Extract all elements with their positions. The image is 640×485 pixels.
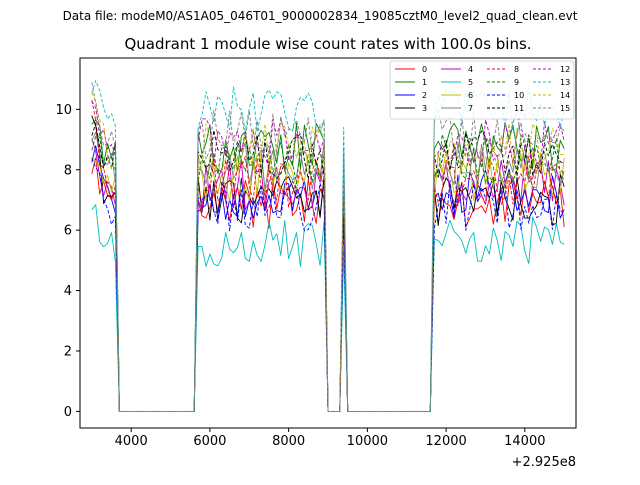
legend-box <box>389 60 575 120</box>
x-tick-label: 14000 <box>504 434 545 449</box>
legend-label: 1 <box>422 78 427 87</box>
y-tick-label: 0 <box>64 405 72 420</box>
legend-label: 14 <box>560 91 570 100</box>
legend-label: 13 <box>560 78 570 87</box>
x-tick-label: 4000 <box>115 434 148 449</box>
x-axis: 4000 6000 8000 10000 12000 14000 <box>115 428 546 449</box>
y-tick-label: 6 <box>64 224 72 239</box>
x-tick-label: 8000 <box>272 434 305 449</box>
axes-frame <box>79 57 577 429</box>
legend-label: 8 <box>514 65 519 74</box>
y-tick-label: 4 <box>64 284 72 299</box>
chart-title: Quadrant 1 module wise count rates with … <box>124 35 531 53</box>
x-tick-label: 10000 <box>347 434 388 449</box>
legend-label: 7 <box>468 104 473 113</box>
x-tick-label: 12000 <box>425 434 466 449</box>
legend-label: 3 <box>422 104 427 113</box>
legend-label: 5 <box>468 78 473 87</box>
legend-label: 2 <box>422 91 427 100</box>
y-tick-label: 8 <box>64 163 72 178</box>
series-line-module-15 <box>91 82 565 412</box>
y-tick-label: 2 <box>64 344 72 359</box>
series-layer <box>91 80 565 412</box>
legend-label: 10 <box>514 91 524 100</box>
x-tick-label: 6000 <box>193 434 226 449</box>
x-offset-label: +2.925e8 <box>512 455 576 470</box>
legend-label: 4 <box>468 65 473 74</box>
legend-label: 11 <box>514 104 524 113</box>
legend-label: 12 <box>560 65 570 74</box>
y-axis: 0 2 4 6 8 10 <box>55 103 80 420</box>
legend-label: 9 <box>514 78 519 87</box>
legend-label: 15 <box>560 104 570 113</box>
legend-label: 0 <box>422 65 427 74</box>
y-tick-label: 10 <box>55 103 72 118</box>
legend-label: 6 <box>468 91 473 100</box>
chart-suptitle: Data file: modeM0/AS1A05_046T01_90000028… <box>63 9 578 23</box>
